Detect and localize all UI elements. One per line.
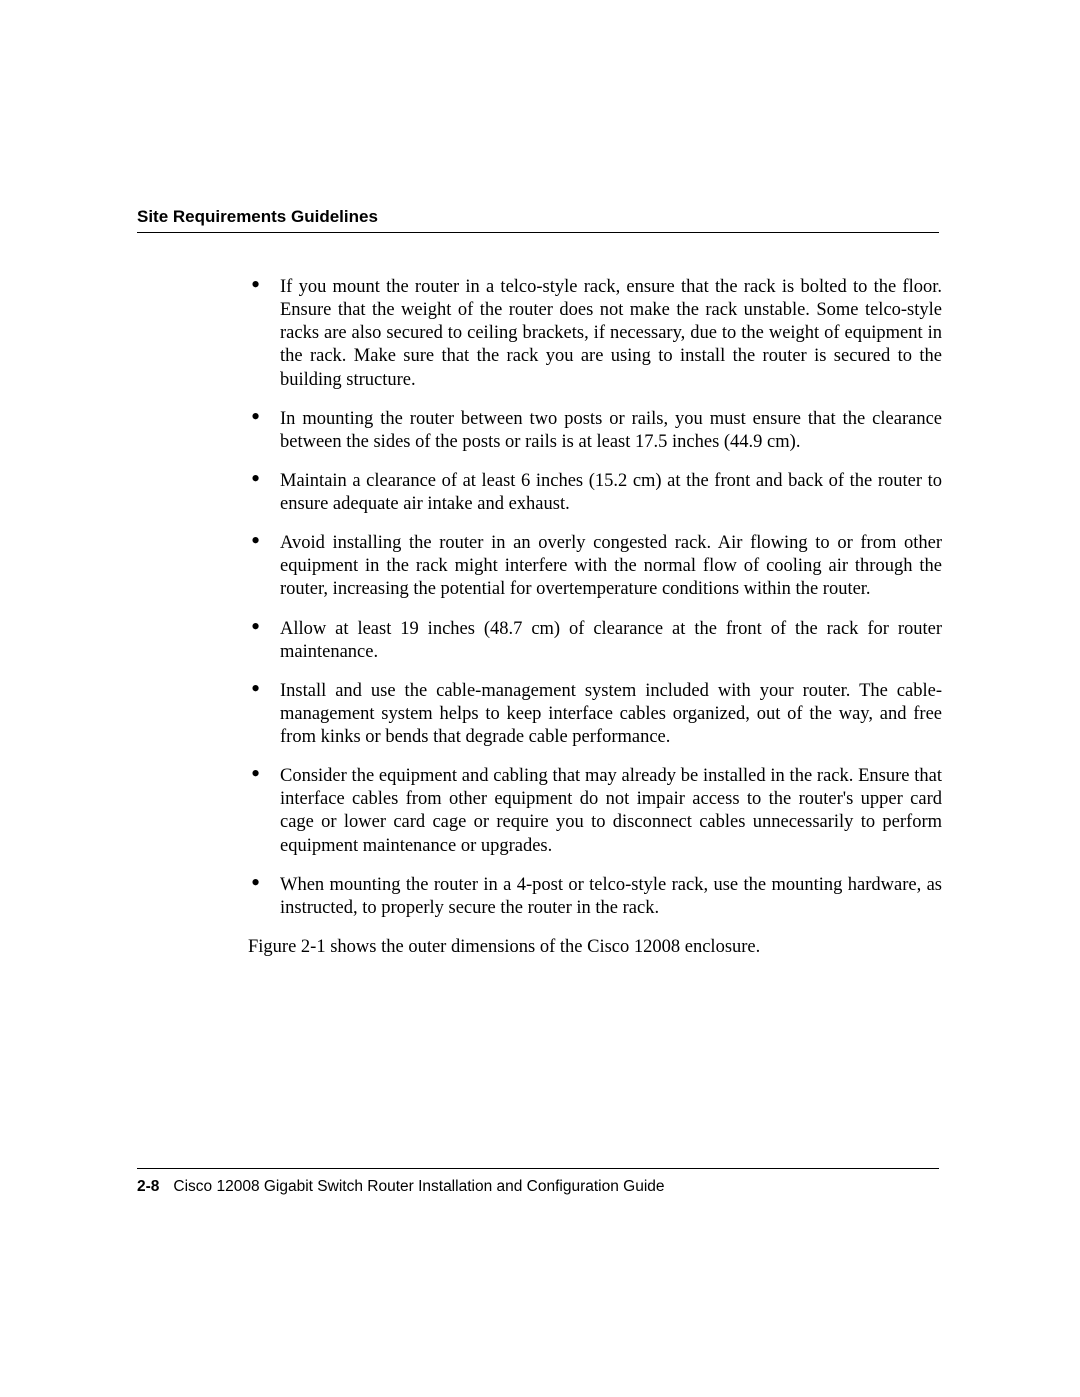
page-footer: 2-8 Cisco 12008 Gigabit Switch Router Ins… xyxy=(137,1178,939,1196)
list-item: Install and use the cable-management sys… xyxy=(248,680,942,749)
bullet-list: If you mount the router in a telco-style… xyxy=(248,276,942,920)
page-container: Site Requirements Guidelines If you moun… xyxy=(0,0,1080,1397)
list-item: In mounting the router between two posts… xyxy=(248,408,942,454)
header-rule xyxy=(137,232,939,233)
footer-doc-title: Cisco 12008 Gigabit Switch Router Instal… xyxy=(173,1178,664,1195)
list-item: Maintain a clearance of at least 6 inche… xyxy=(248,470,942,516)
list-item: Avoid installing the router in an overly… xyxy=(248,532,942,601)
list-item: Consider the equipment and cabling that … xyxy=(248,765,942,858)
list-item: Allow at least 19 inches (48.7 cm) of cl… xyxy=(248,618,942,664)
list-item: When mounting the router in a 4-post or … xyxy=(248,874,942,920)
section-header-title: Site Requirements Guidelines xyxy=(137,207,378,227)
page-number: 2-8 xyxy=(137,1178,159,1195)
closing-paragraph: Figure 2-1 shows the outer dimensions of… xyxy=(248,936,942,959)
footer-rule xyxy=(137,1168,939,1169)
list-item: If you mount the router in a telco-style… xyxy=(248,276,942,392)
body-content: If you mount the router in a telco-style… xyxy=(248,276,942,959)
